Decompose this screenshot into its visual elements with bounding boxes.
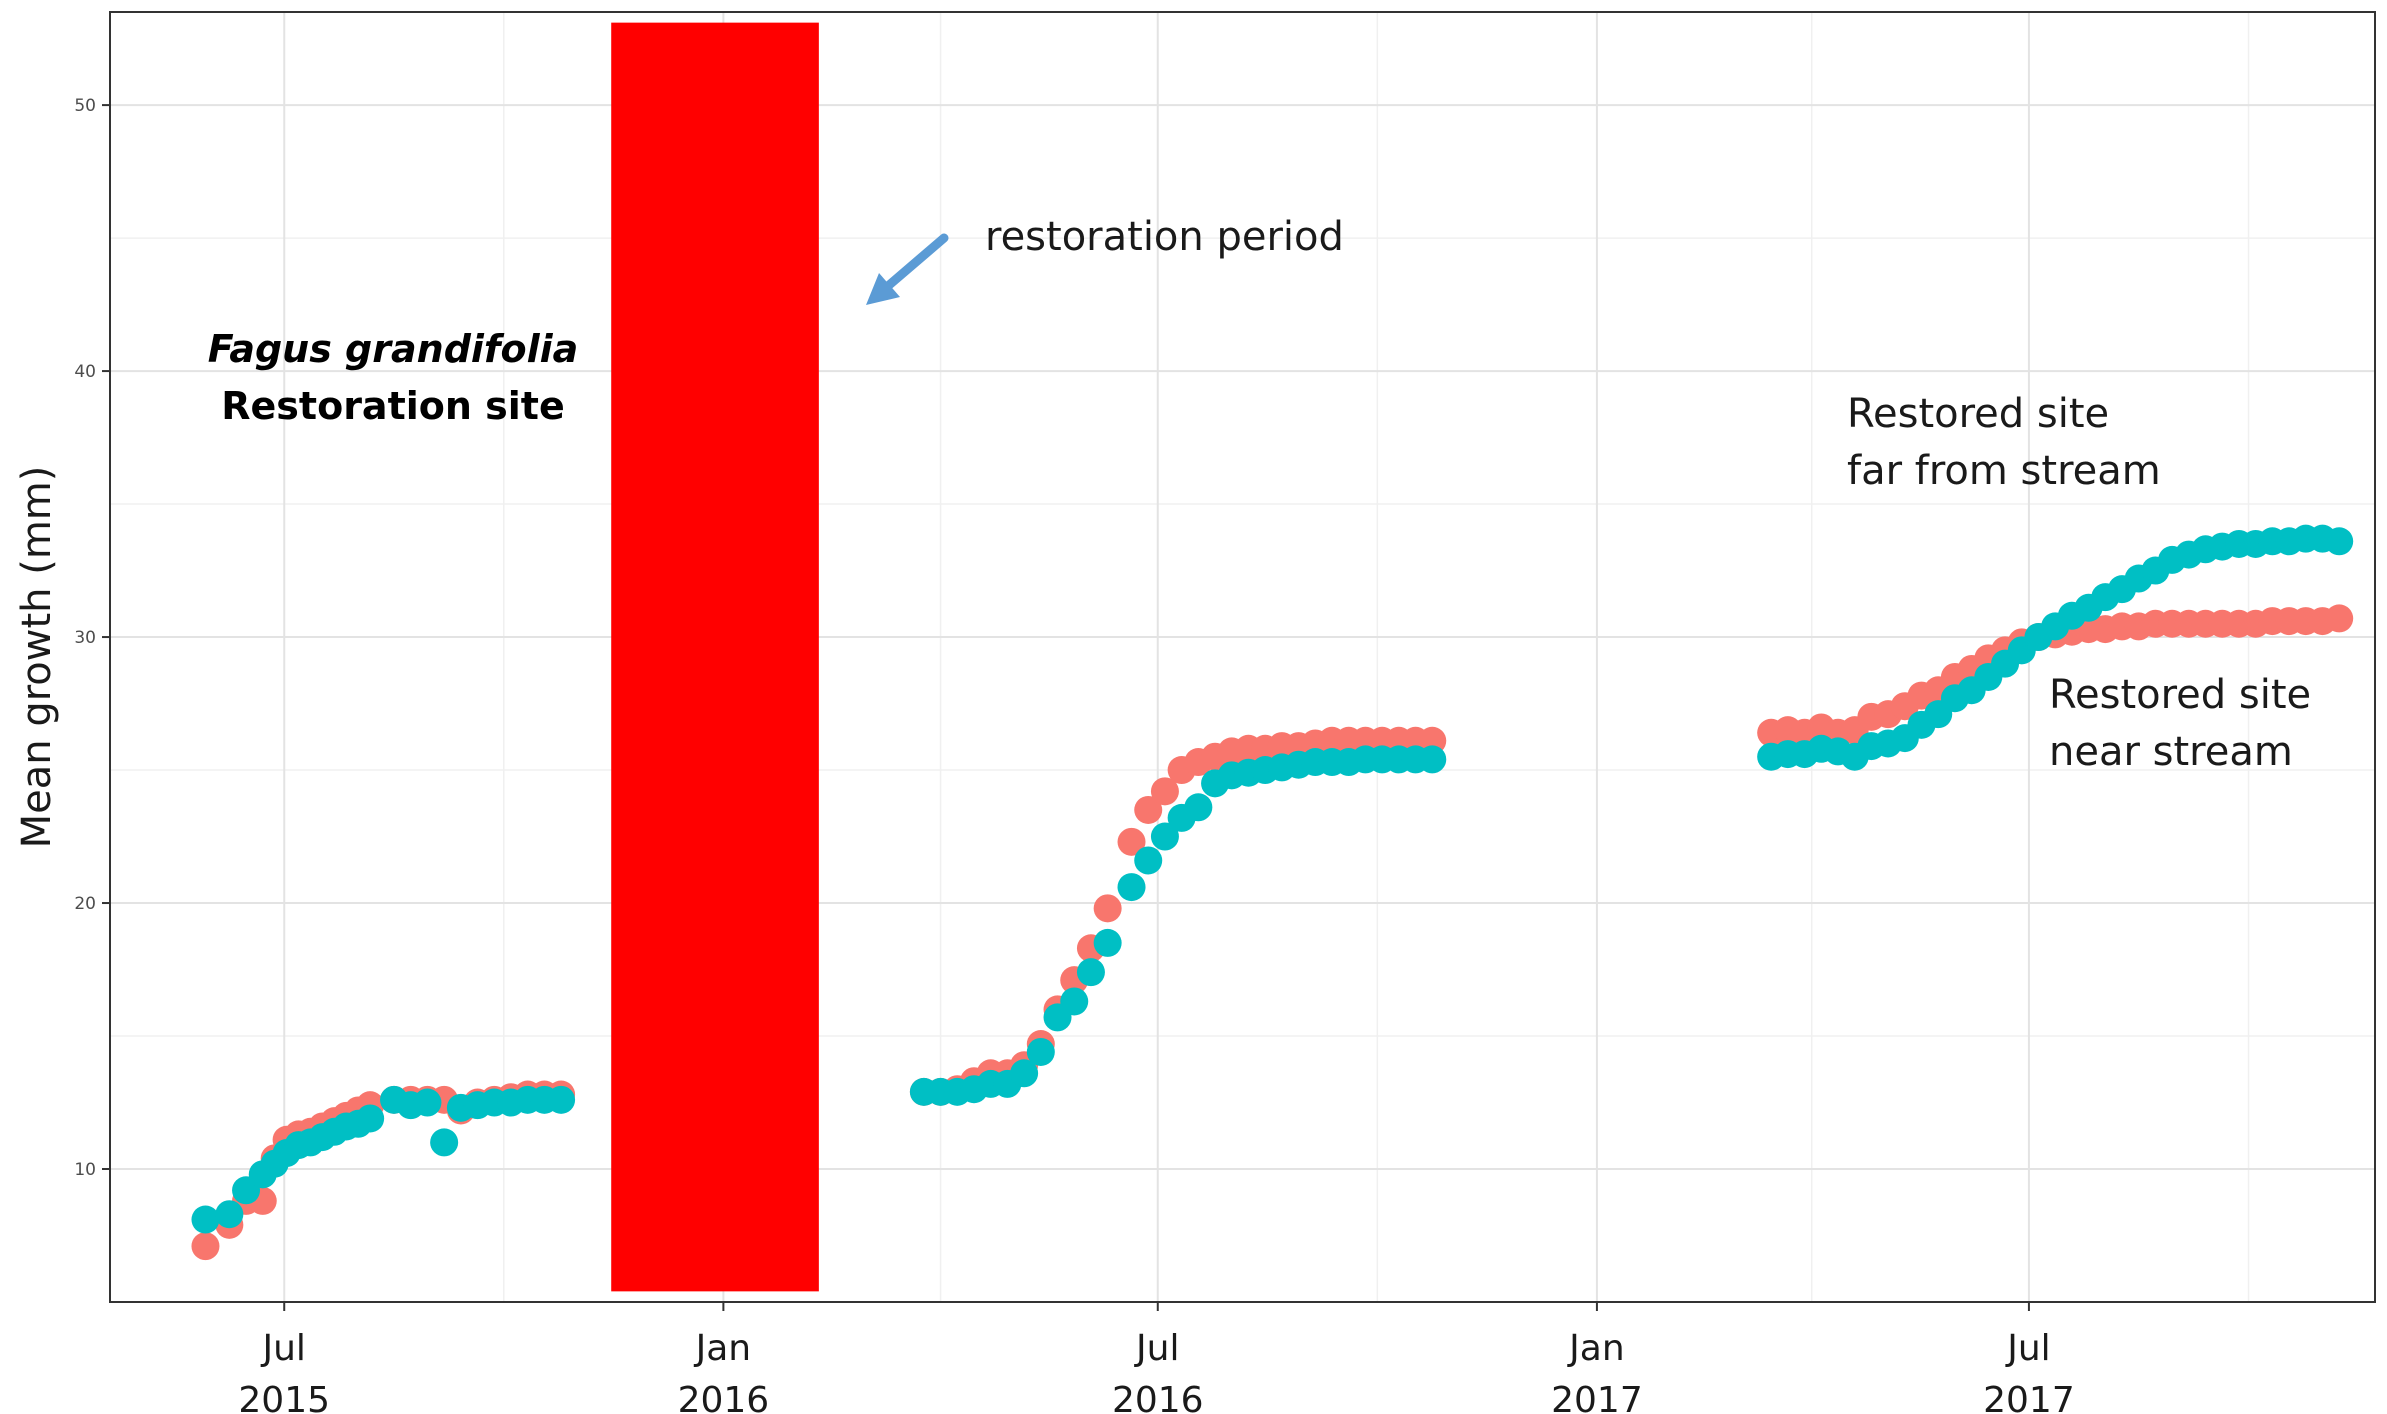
y-tick-label: 20 — [74, 894, 96, 914]
x-tick-label-year: 2015 — [238, 1380, 330, 1414]
data-point — [191, 1232, 220, 1261]
y-tick-label: 30 — [74, 628, 96, 648]
data-point — [1076, 958, 1105, 987]
x-axis-ticks: Jul 2015 Jan 2016 Jul 2016 Jan 2017 Jul 2017 — [238, 1302, 2075, 1414]
x-tick-label-year: 2017 — [1551, 1380, 1643, 1414]
plot-border — [109, 11, 2376, 1303]
x-tick-label-year: 2017 — [1983, 1380, 2075, 1414]
y-axis-label: Mean growth (mm) — [14, 466, 60, 849]
data-point — [2325, 604, 2354, 633]
data-point — [1150, 777, 1179, 806]
near-stream-label-line2: near stream — [2049, 729, 2293, 775]
data-point — [1060, 987, 1089, 1016]
data-point — [1026, 1037, 1055, 1066]
y-tick-label: 10 — [74, 1160, 96, 1180]
data-point — [215, 1200, 244, 1229]
restoration-period-bar — [611, 22, 819, 1292]
species-label: Fagus grandifolia — [208, 327, 579, 371]
data-point — [1134, 846, 1163, 875]
gridlines — [110, 12, 2375, 1302]
data-point — [1093, 928, 1122, 957]
x-tick-label-year: 2016 — [678, 1380, 770, 1414]
near-stream-label-line1: Restored site — [2049, 672, 2311, 718]
data-point — [1150, 822, 1179, 851]
data-point — [413, 1088, 442, 1117]
data-point — [1134, 795, 1163, 824]
data-point — [1418, 745, 1447, 774]
far-stream-label-line1: Restored site — [1847, 391, 2109, 437]
data-point — [2325, 527, 2354, 556]
x-tick-label-month: Jan — [1567, 1328, 1625, 1369]
x-tick-label-month: Jul — [1134, 1328, 1179, 1369]
data-point — [1093, 894, 1122, 923]
data-point — [1117, 873, 1146, 902]
data-point — [430, 1128, 459, 1157]
data-point — [356, 1104, 385, 1133]
series-far-from-stream — [191, 524, 2354, 1234]
x-tick-label-month: Jan — [694, 1328, 752, 1369]
far-stream-label-line2: far from stream — [1847, 448, 2161, 494]
data-point — [547, 1085, 576, 1114]
y-tick-label: 50 — [74, 96, 96, 116]
restoration-period-label: restoration period — [985, 214, 1344, 260]
data-point — [191, 1205, 220, 1234]
y-tick-label: 40 — [74, 362, 96, 382]
site-label: Restoration site — [221, 384, 564, 428]
data-point — [1117, 827, 1146, 856]
x-tick-label-year: 2016 — [1112, 1380, 1204, 1414]
data-point — [1184, 793, 1213, 822]
y-axis-ticks: 10 20 30 40 50 — [74, 96, 110, 1180]
x-tick-label-month: Jul — [2005, 1328, 2050, 1369]
data-point — [1010, 1059, 1039, 1088]
restoration-arrow-icon — [866, 233, 949, 305]
x-tick-label-month: Jul — [261, 1328, 306, 1369]
